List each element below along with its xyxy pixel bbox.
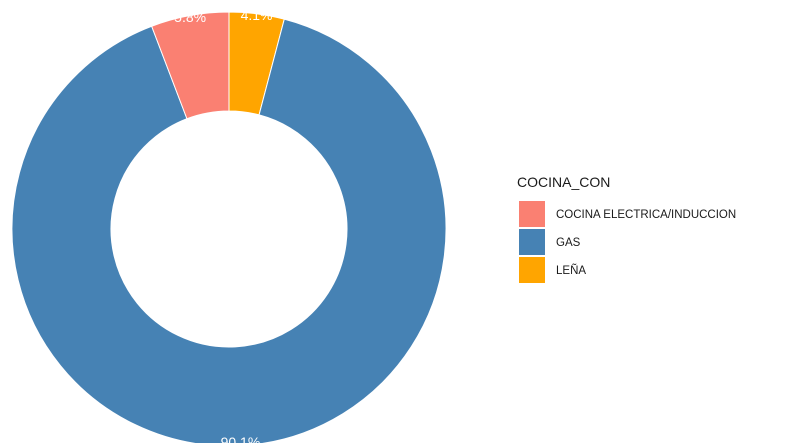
slice-label-gas: 90.1%: [221, 434, 261, 443]
legend-swatch-le-a: [519, 257, 545, 283]
donut-slices: [11, 11, 447, 447]
slice-cocina-electrica-induccion: [151, 11, 230, 120]
legend-items: COCINA ELECTRICA/INDUCCION GAS LEÑA: [519, 201, 736, 283]
legend: COCINA_CON COCINA ELECTRICA/INDUCCION GAS…: [517, 174, 736, 283]
legend-label-gas: GAS: [556, 237, 581, 249]
legend-title: COCINA_CON: [517, 174, 610, 190]
legend-swatch-cocina-electrica-induccion: [519, 201, 545, 227]
legend-label-cocina-electrica-induccion: COCINA ELECTRICA/INDUCCION: [556, 209, 736, 221]
legend-swatch-gas: [519, 229, 545, 255]
slice-label-le-a: 4.1%: [241, 7, 273, 23]
slice-label-cocina-electrica-induccion: 5.8%: [174, 9, 206, 25]
slice-gas: [11, 18, 447, 447]
legend-label-le-a: LEÑA: [556, 264, 586, 277]
